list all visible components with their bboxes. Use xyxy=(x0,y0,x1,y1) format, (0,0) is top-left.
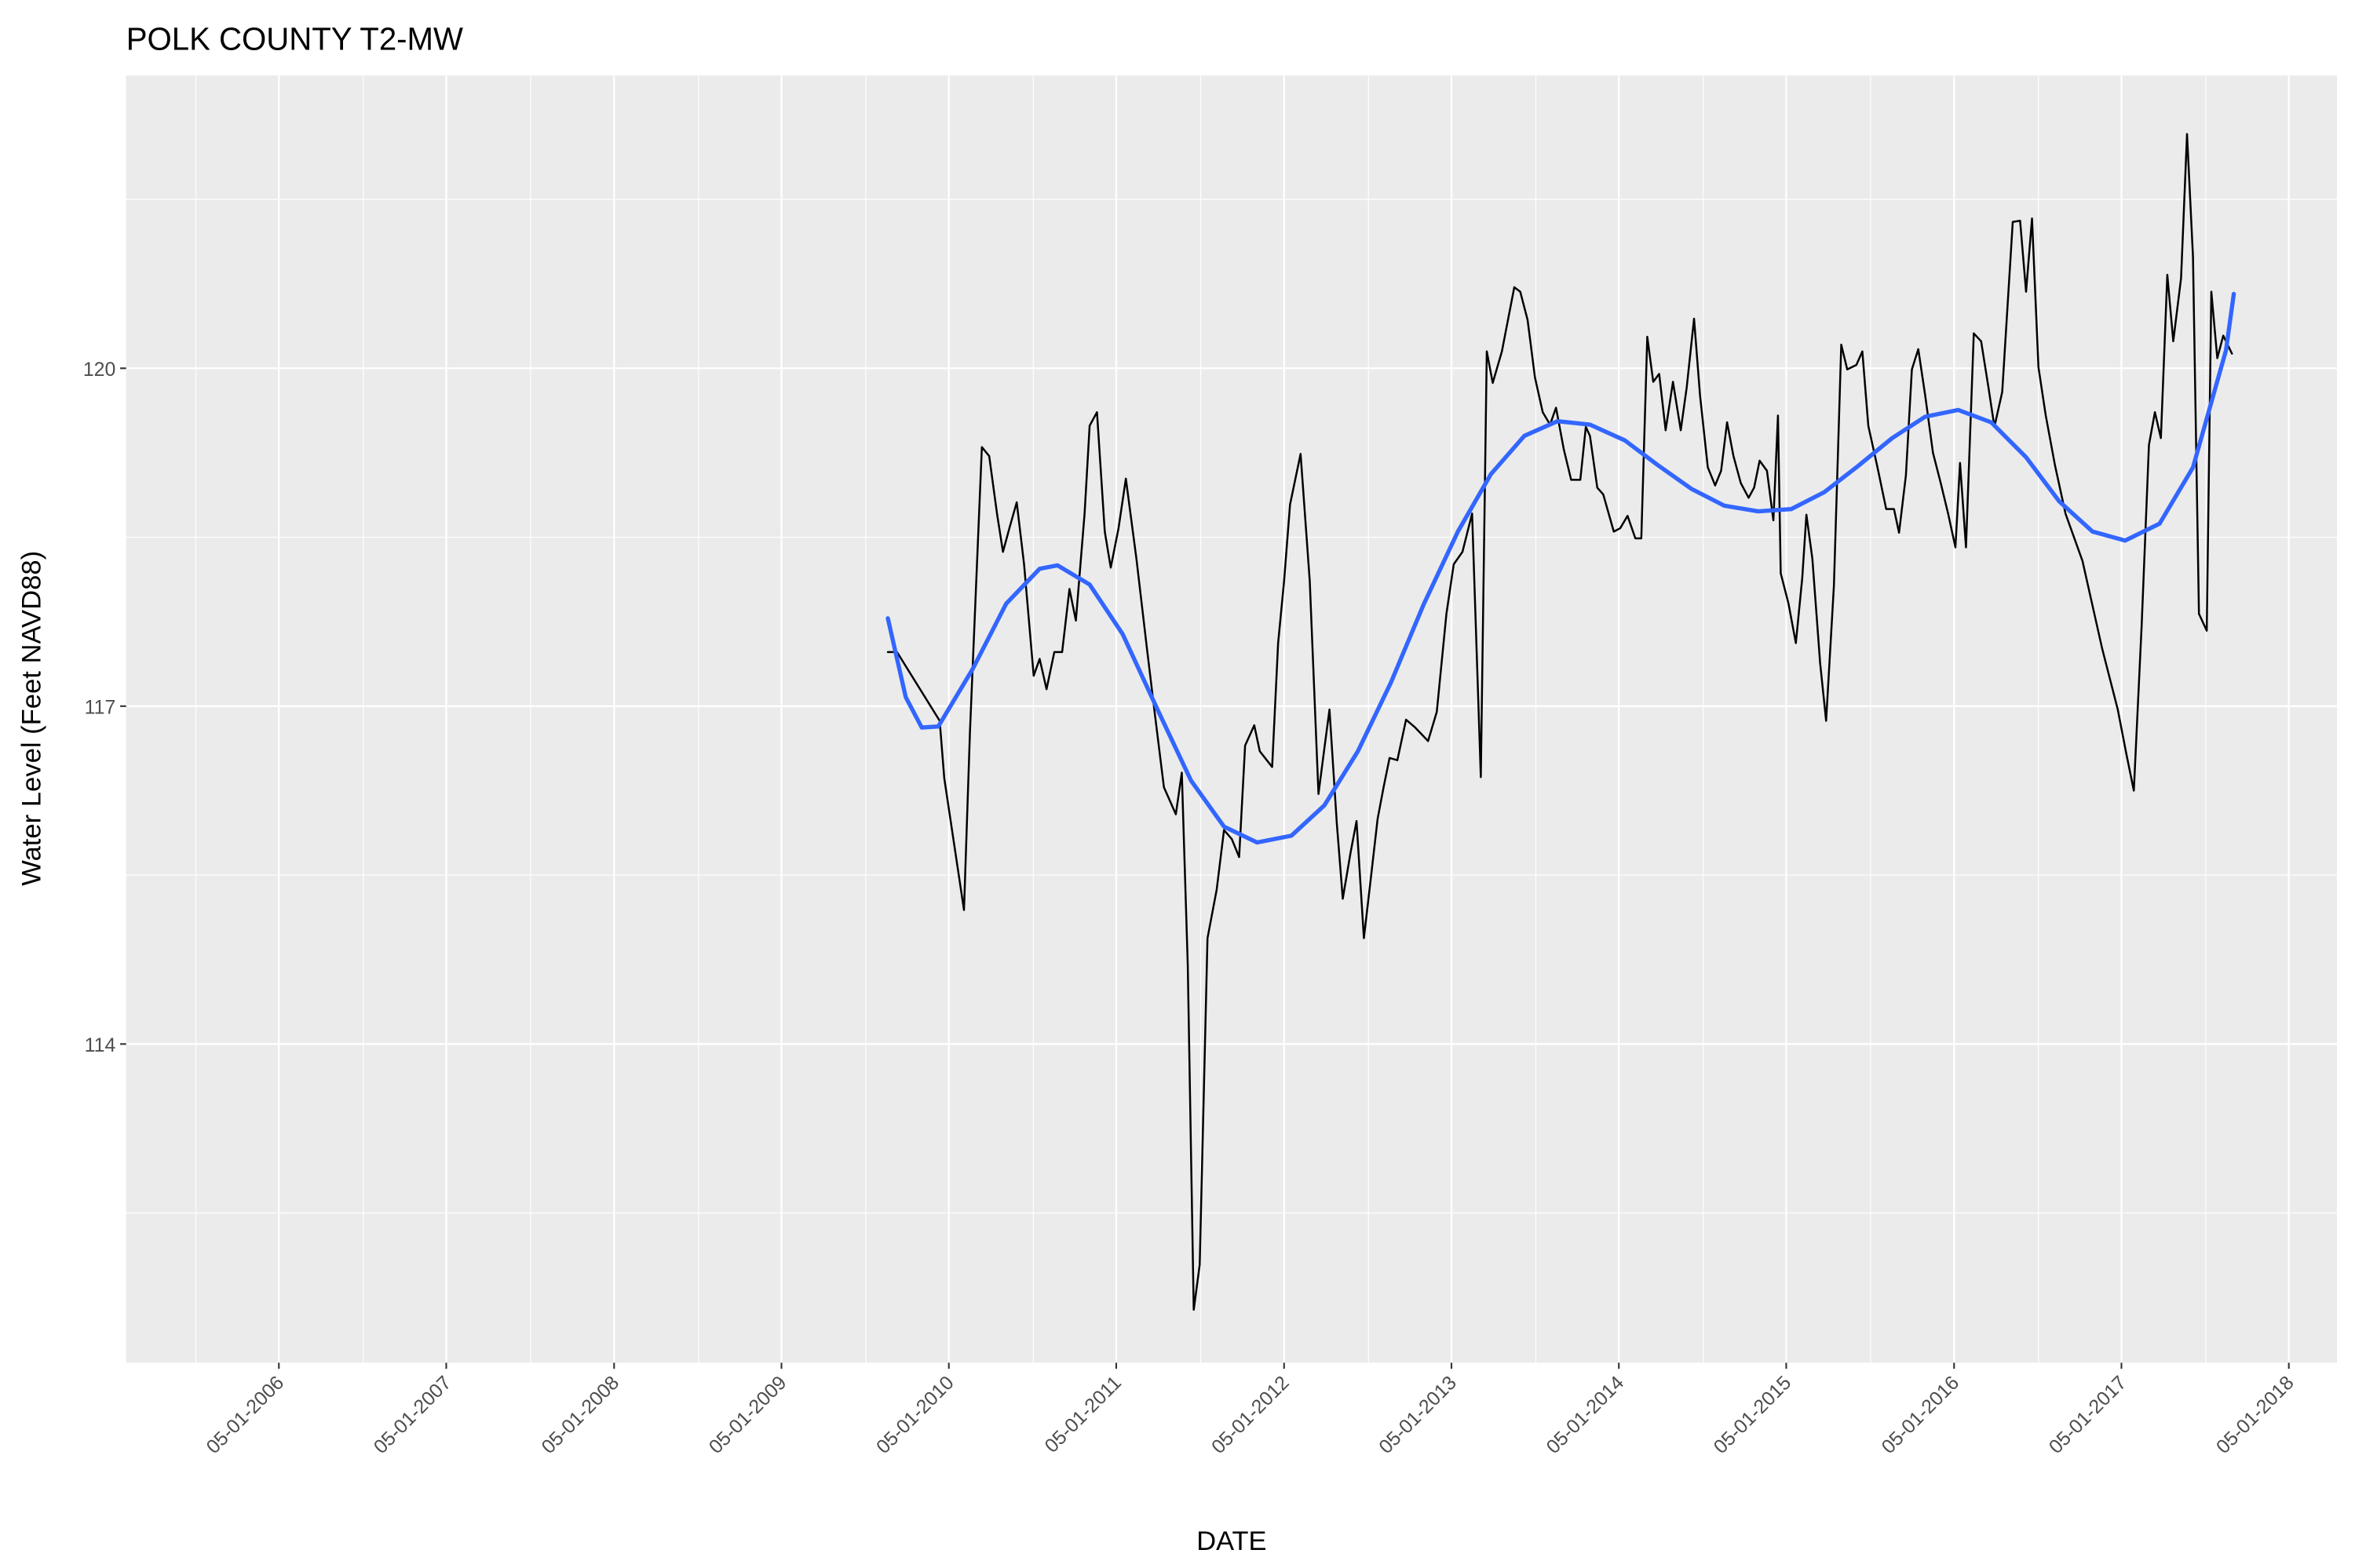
y-tick-label: 114 xyxy=(85,1034,116,1056)
y-tick-label: 120 xyxy=(83,359,115,381)
y-axis-title: Water Level (Feet NAVD88) xyxy=(17,551,47,886)
smooth-line xyxy=(885,291,2236,845)
chart-title: POLK COUNTY T2-MW xyxy=(126,21,463,57)
y-tick-label: 117 xyxy=(85,696,116,718)
x-axis-title: DATE xyxy=(1196,1526,1266,1556)
data-line xyxy=(886,133,2233,1311)
panel xyxy=(126,75,2338,1363)
